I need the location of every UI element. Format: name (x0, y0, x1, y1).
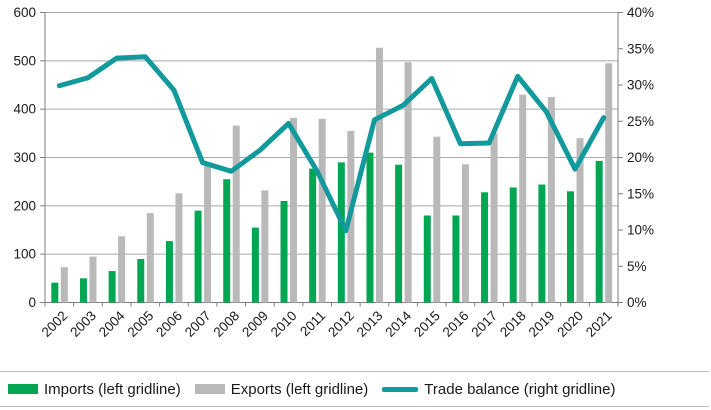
imports-bar-2020 (567, 191, 575, 303)
axis-labels: 0 100 200 300 400 500 600 0% 5% 10% 15% 20% 25% 30% 35… (13, 5, 654, 310)
left-axis-label-600: 600 (13, 5, 36, 20)
right-axis-label-10: 10% (627, 223, 654, 238)
x-label-2006: 2006 (153, 308, 185, 340)
imports-bars (51, 152, 603, 303)
x-axis-labels: 2002200320042005200620072008200920102011… (39, 308, 615, 340)
exports-bar-2005 (146, 213, 154, 303)
x-label-2020: 2020 (554, 308, 586, 340)
exports-bar-2004 (118, 236, 126, 303)
exports-bars (60, 47, 613, 303)
x-label-2013: 2013 (354, 308, 386, 340)
x-label-2017: 2017 (468, 308, 500, 340)
x-label-2018: 2018 (497, 308, 529, 340)
left-axis-label-400: 400 (13, 102, 36, 117)
chart-svg: 0 100 200 300 400 500 600 0% 5% 10% 15% 20% 25% 30% 35… (13, 5, 654, 340)
imports-bar-2011 (309, 168, 317, 303)
exports-bar-2003 (89, 256, 97, 303)
exports-bar-2009 (261, 190, 269, 303)
x-label-2010: 2010 (268, 308, 300, 340)
x-label-2004: 2004 (96, 308, 128, 340)
imports-swatch (8, 384, 38, 394)
exports-bar-2006 (175, 193, 183, 303)
trade-balance-swatch (382, 386, 419, 392)
right-axis-label-35: 35% (627, 41, 654, 56)
trade-balance-line (56, 54, 607, 234)
x-label-2019: 2019 (526, 308, 558, 340)
exports-bar-2020 (576, 138, 584, 303)
right-axis-label-30: 30% (627, 78, 654, 93)
imports-bar-2008 (223, 179, 231, 303)
right-axis-label-5: 5% (627, 259, 647, 274)
exports-bar-2015 (433, 136, 441, 303)
imports-bar-2013 (366, 152, 374, 303)
imports-bar-2014 (395, 164, 403, 303)
imports-bar-2017 (481, 192, 489, 303)
imports-bar-2004 (108, 271, 116, 303)
imports-bar-2009 (251, 227, 259, 303)
imports-bar-2006 (165, 241, 173, 303)
legend-item-exports: Exports (left gridline) (194, 380, 369, 398)
exports-bar-2014 (404, 62, 412, 303)
x-label-2003: 2003 (67, 308, 99, 340)
left-axis-label-100: 100 (13, 247, 36, 262)
imports-bar-2002 (51, 282, 59, 303)
right-axis-label-25: 25% (627, 114, 654, 129)
imports-bar-2007 (194, 210, 202, 303)
imports-bar-2005 (137, 259, 145, 303)
legend-label-trade-balance: Trade balance (right gridline) (424, 380, 616, 398)
right-axis-label-0: 0% (627, 295, 647, 310)
exports-bar-2007 (204, 163, 212, 303)
imports-bar-2021 (595, 160, 603, 303)
plot-area: 0 100 200 300 400 500 600 0% 5% 10% 15% 20% 25% 30% 35… (13, 5, 654, 340)
exports-bar-2016 (461, 164, 469, 303)
exports-bar-2018 (519, 94, 527, 303)
x-label-2015: 2015 (411, 308, 443, 340)
exports-bar-2010 (290, 117, 298, 303)
exports-bar-2017 (490, 133, 498, 303)
legend-item-trade-balance: Trade balance (right gridline) (382, 380, 616, 398)
axes (40, 12, 623, 307)
x-label-2002: 2002 (39, 308, 71, 340)
left-axis-label-200: 200 (13, 198, 36, 213)
imports-bar-2018 (509, 187, 517, 303)
x-label-2014: 2014 (382, 308, 414, 340)
exports-bar-2013 (375, 47, 383, 303)
x-label-2005: 2005 (125, 308, 157, 340)
imports-bar-2019 (538, 184, 546, 303)
imports-bar-2012 (337, 162, 345, 303)
imports-bar-2003 (79, 278, 87, 303)
imports-bar-2010 (280, 201, 288, 303)
exports-bar-2019 (547, 97, 555, 303)
x-label-2012: 2012 (325, 308, 357, 340)
x-label-2009: 2009 (239, 308, 271, 340)
right-axis-label-40: 40% (627, 5, 654, 20)
left-axis-label-500: 500 (13, 53, 36, 68)
legend-item-imports: Imports (left gridline) (8, 381, 181, 398)
exports-bar-2021 (605, 63, 613, 303)
exports-bar-2011 (318, 118, 326, 303)
imports-bar-2016 (452, 215, 460, 303)
left-axis-label-300: 300 (13, 150, 36, 165)
imports-bar-2015 (423, 215, 431, 303)
legend-label-exports: Exports (left gridline) (230, 380, 369, 398)
x-label-2021: 2021 (583, 308, 615, 340)
x-label-2016: 2016 (440, 308, 472, 340)
exports-swatch (194, 384, 225, 394)
exports-bar-2008 (232, 125, 240, 303)
right-axis-label-15: 15% (627, 186, 654, 201)
legend-label-imports: Imports (left gridline) (44, 380, 181, 398)
x-label-2007: 2007 (182, 308, 214, 340)
right-axis-label-20: 20% (627, 150, 654, 165)
left-axis-label-0: 0 (28, 295, 36, 310)
exports-bar-2002 (60, 267, 68, 303)
x-label-2008: 2008 (210, 308, 242, 340)
x-label-2011: 2011 (297, 308, 328, 339)
legend: Imports (left gridline) Exports (left gr… (0, 371, 709, 407)
